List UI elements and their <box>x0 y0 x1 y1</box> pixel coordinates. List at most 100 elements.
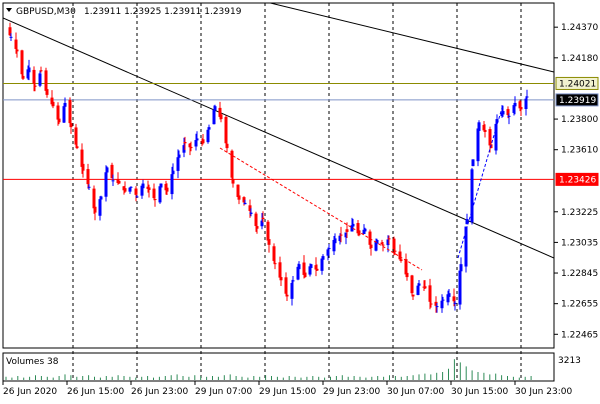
price-label: 1.22465 <box>561 330 598 340</box>
candle-body <box>153 198 157 200</box>
candle-body <box>381 244 385 246</box>
candle-body <box>380 242 384 245</box>
candle-body <box>471 159 475 167</box>
candle-body <box>518 101 522 109</box>
ohlc-values: 1.23911 1.23925 1.23911 1.23919 <box>84 7 242 17</box>
candle-body <box>429 303 433 305</box>
candle-body <box>338 235 342 242</box>
candle-body <box>69 123 73 128</box>
candle-body <box>404 259 408 275</box>
level-current-tag: 1.23919 <box>555 93 599 107</box>
candle-body <box>45 89 49 95</box>
candle-body <box>482 124 486 131</box>
candle-body <box>423 286 427 289</box>
candle-body <box>278 262 282 278</box>
candle-body <box>92 188 96 209</box>
time-axis: 26 Jun 2020 26 Jun 15:00 26 Jun 23:00 29 Ju… <box>2 381 572 397</box>
candle-body <box>428 285 432 302</box>
candle-body <box>405 272 409 278</box>
time-label: 26 Jun 15:00 <box>67 387 124 397</box>
level-red-tag: 1.23426 <box>555 172 599 186</box>
candle-body <box>483 129 487 132</box>
candle-body <box>333 238 337 244</box>
price-label: 1.22655 <box>561 300 598 310</box>
candle-body <box>93 206 97 213</box>
candle-body <box>476 128 480 162</box>
trade-line-sell <box>219 147 423 271</box>
collapse-triangle-icon[interactable] <box>6 8 12 12</box>
candle-body <box>63 102 67 107</box>
time-label: 29 Jun 15:00 <box>259 387 316 397</box>
candle-body <box>357 230 361 236</box>
candle-body <box>51 101 55 107</box>
candle-body <box>465 219 469 225</box>
candle-body <box>195 138 199 141</box>
candle-body <box>75 146 79 149</box>
candle-body <box>356 223 360 234</box>
level-current-tag-bg <box>555 93 599 107</box>
candle-body <box>375 239 379 244</box>
candle-body <box>128 187 132 192</box>
candle-body <box>447 293 451 297</box>
candle-body <box>134 188 138 195</box>
candle-body <box>194 140 198 147</box>
candle-body <box>33 85 37 87</box>
candle-body <box>345 229 349 232</box>
time-label: 30 Jun 07:00 <box>387 387 444 397</box>
candle-body <box>435 306 439 308</box>
candle-body <box>62 106 66 123</box>
price-pane <box>2 2 555 349</box>
candle-body <box>410 275 414 294</box>
candle-body <box>513 102 517 107</box>
candle-body <box>141 183 145 189</box>
candle-body <box>225 143 229 149</box>
candle-body <box>501 111 505 115</box>
candle-body <box>314 265 318 270</box>
candle-body <box>68 100 72 124</box>
candle-body <box>111 180 115 182</box>
candle-body <box>207 127 211 130</box>
candle-body <box>302 262 306 275</box>
time-label: 30 Jun 15:00 <box>451 387 508 397</box>
candle-body <box>290 282 294 299</box>
candle-body <box>81 163 85 171</box>
symbol-timeframe: GBPUSD,M30 <box>16 7 76 17</box>
candle-body <box>272 246 276 261</box>
candle-body <box>57 118 61 123</box>
candle-body <box>123 188 127 192</box>
candle-body <box>399 259 403 261</box>
candle-body <box>398 251 402 260</box>
candle-body <box>218 107 222 117</box>
candle-body <box>495 119 499 123</box>
candle-body <box>321 256 325 260</box>
candle-body <box>15 49 19 52</box>
candle-body <box>171 170 175 175</box>
candle-body <box>525 96 529 98</box>
candle-body <box>369 244 373 249</box>
candle-body <box>260 220 264 227</box>
time-grid <box>72 3 522 381</box>
candle-body <box>104 172 108 197</box>
candle-body <box>374 241 378 251</box>
time-label: 29 Jun 07:00 <box>195 387 252 397</box>
candle-body <box>213 106 217 111</box>
candle-body <box>56 105 60 120</box>
candle-body <box>182 145 186 153</box>
candle-body <box>170 174 174 195</box>
candle-body <box>38 73 42 86</box>
candle-body <box>291 280 295 282</box>
candle-body <box>224 116 228 144</box>
candle-body <box>261 217 265 220</box>
candle-body <box>279 277 283 281</box>
trendline-upper <box>268 3 554 73</box>
candle-body <box>201 139 205 144</box>
candle-body <box>494 123 498 151</box>
candle-body <box>117 180 121 184</box>
candle-body <box>339 234 343 236</box>
candle-body <box>230 150 234 178</box>
price-label: 1.23225 <box>561 208 598 218</box>
candle-body <box>158 186 162 203</box>
candle-body <box>243 202 247 205</box>
candle-body <box>327 248 331 250</box>
